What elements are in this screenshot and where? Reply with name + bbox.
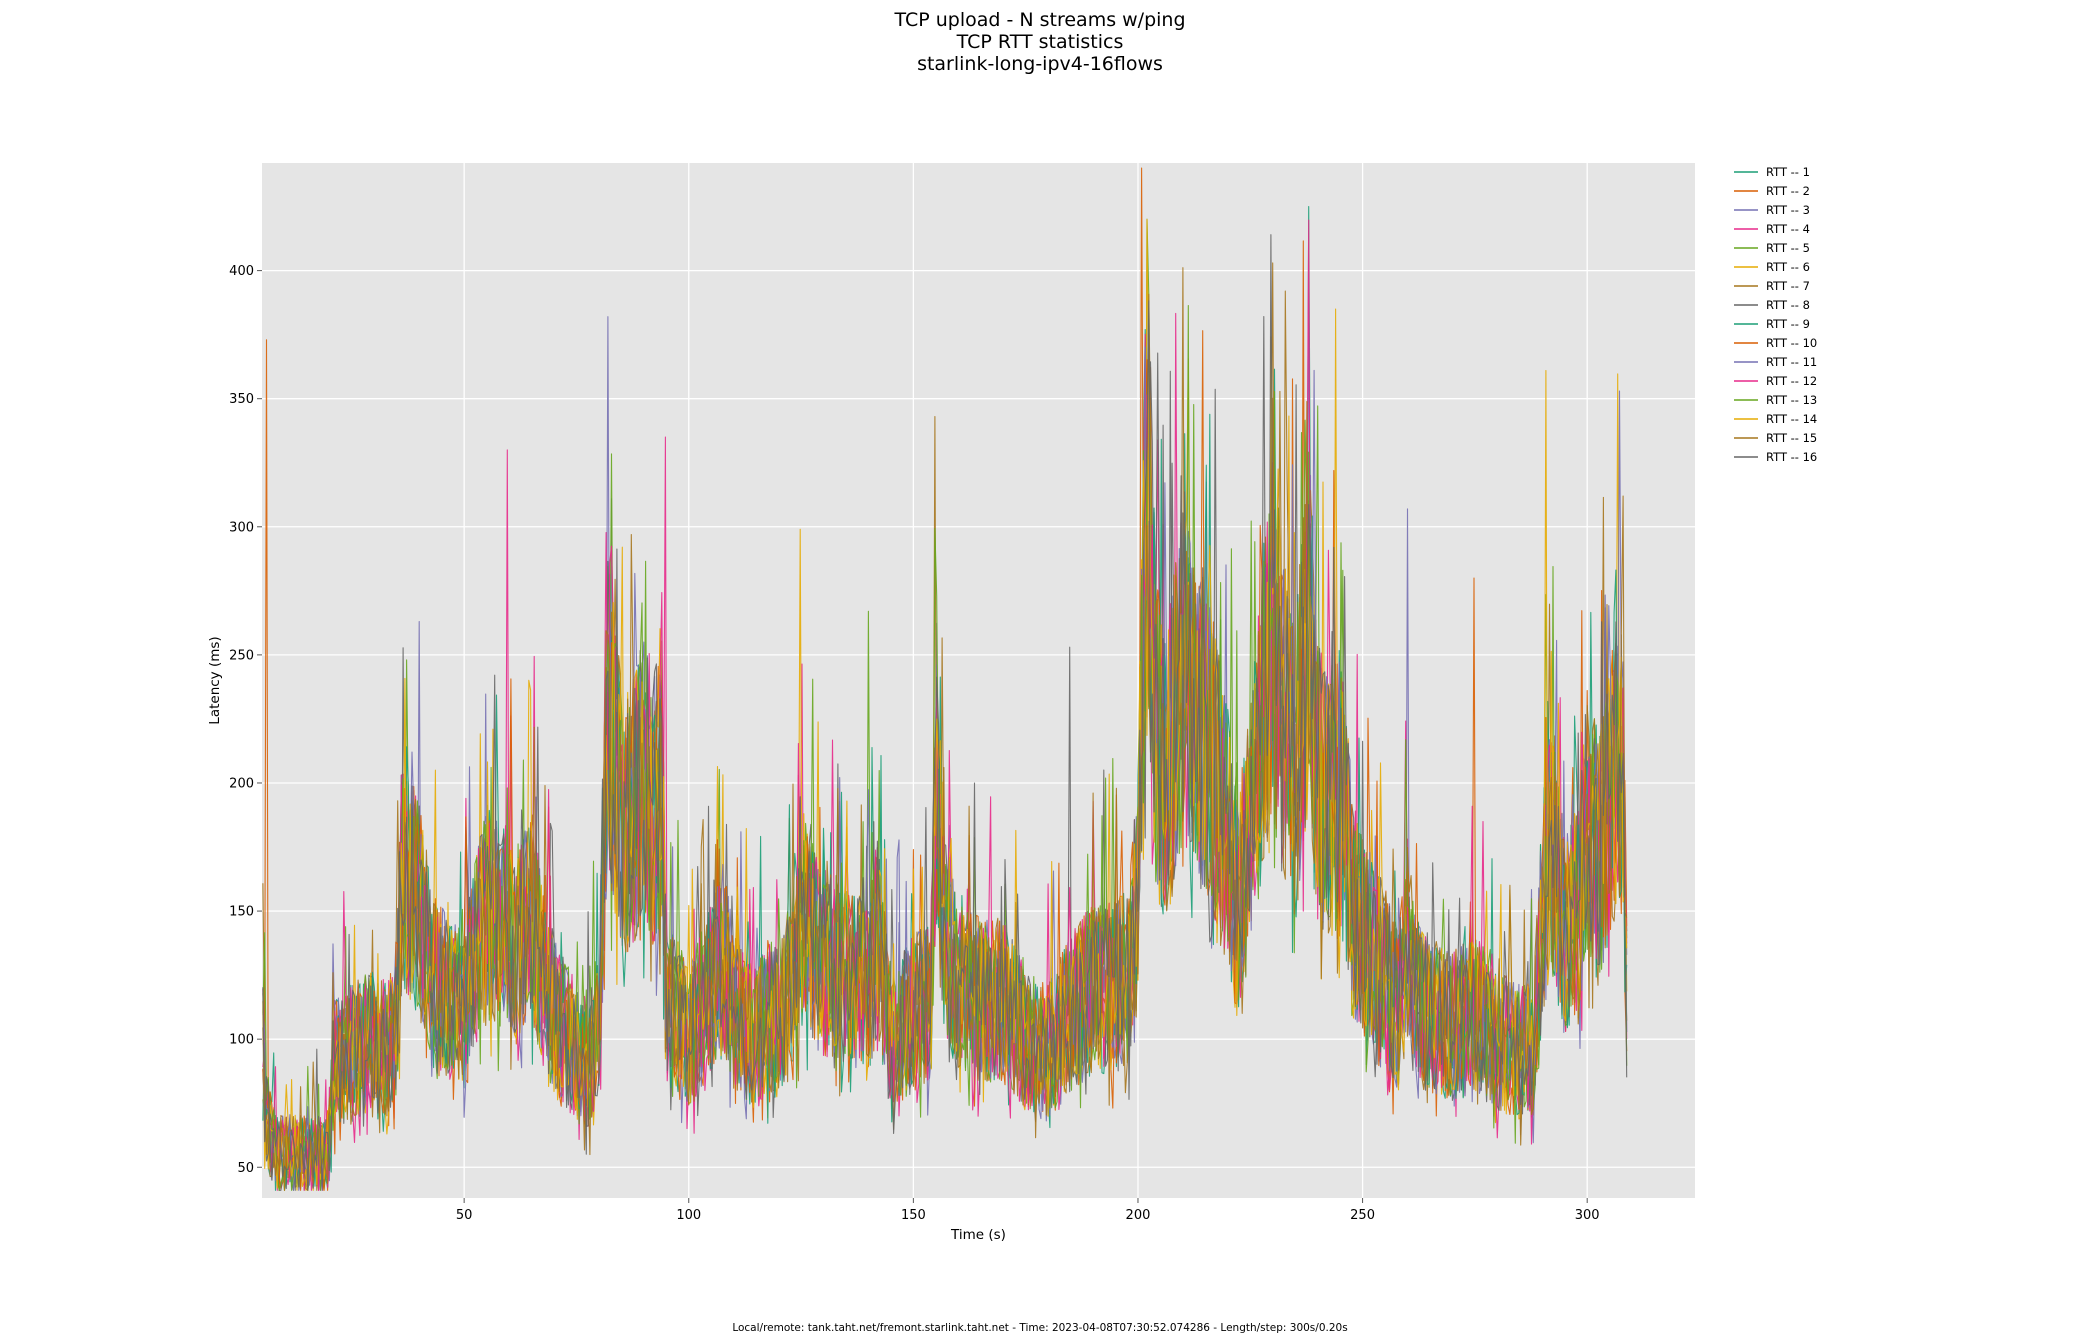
x-tick-label: 200 (1126, 1208, 1151, 1223)
legend-label: RTT -- 4 (1766, 222, 1810, 236)
x-tick-label: 250 (1350, 1208, 1375, 1223)
legend-label: RTT -- 3 (1766, 203, 1810, 217)
legend-label: RTT -- 5 (1766, 241, 1810, 255)
legend-label: RTT -- 12 (1766, 374, 1817, 388)
legend-label: RTT -- 16 (1766, 450, 1817, 464)
y-axis-ticks: 50 100 150 200 250 300 350 400 (229, 264, 262, 1176)
footer-info: Local/remote: tank.taht.net/fremont.star… (732, 1322, 1347, 1334)
series-line-rtt-15 (262, 390, 1628, 1191)
title-line-1: TCP upload - N streams w/ping (893, 9, 1185, 31)
legend-label: RTT -- 2 (1766, 184, 1810, 198)
y-axis-label: Latency (ms) (207, 636, 223, 724)
y-tick-label: 150 (229, 905, 254, 920)
x-tick-label: 300 (1575, 1208, 1600, 1223)
x-axis-label: Time (s) (950, 1227, 1006, 1243)
legend-label: RTT -- 8 (1766, 298, 1810, 312)
x-axis-ticks: 50 100 150 200 250 300 (456, 1198, 1600, 1223)
legend-label: RTT -- 15 (1766, 431, 1817, 445)
y-tick-label: 100 (229, 1033, 254, 1048)
y-tick-label: 400 (229, 264, 254, 279)
legend: RTT -- 1 RTT -- 2 RTT -- 3 RTT -- 4 RTT -- 5… (1734, 165, 1817, 464)
legend-label: RTT -- 9 (1766, 317, 1810, 331)
series-lines (262, 167, 1628, 1191)
legend-label: RTT -- 10 (1766, 336, 1817, 350)
legend-label: RTT -- 13 (1766, 393, 1817, 407)
y-tick-label: 250 (229, 648, 254, 663)
y-tick-label: 300 (229, 520, 254, 535)
title-line-2: TCP RTT statistics (956, 31, 1124, 53)
y-tick-label: 200 (229, 776, 254, 791)
y-tick-label: 50 (237, 1161, 254, 1176)
legend-label: RTT -- 6 (1766, 260, 1810, 274)
title-line-3: starlink-long-ipv4-16flows (917, 53, 1163, 75)
legend-label: RTT -- 7 (1766, 279, 1810, 293)
legend-label: RTT -- 14 (1766, 412, 1817, 426)
legend-label: RTT -- 1 (1766, 165, 1810, 179)
y-tick-label: 350 (229, 392, 254, 407)
series-line-rtt-16 (262, 234, 1628, 1191)
x-tick-label: 50 (456, 1208, 473, 1223)
x-tick-label: 100 (676, 1208, 701, 1223)
chart-title: TCP upload - N streams w/ping TCP RTT st… (893, 9, 1185, 75)
x-tick-label: 150 (901, 1208, 926, 1223)
legend-label: RTT -- 11 (1766, 355, 1817, 369)
